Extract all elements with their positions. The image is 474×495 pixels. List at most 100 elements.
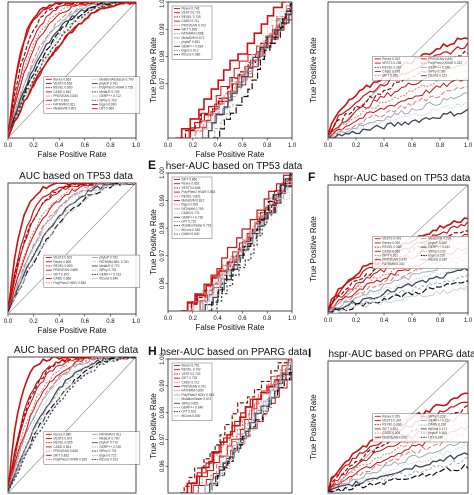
legend-entry: SiPhy 0.232 bbox=[428, 414, 445, 418]
plot-area bbox=[8, 2, 136, 138]
curve-eigen bbox=[209, 2, 292, 138]
legend-entry: phyloP 0.165 bbox=[428, 431, 447, 435]
legend-entry: CADD 0.866 bbox=[53, 277, 71, 281]
y-tick-label: 1.00 bbox=[160, 353, 166, 365]
legend-entry: Eigen 0.690 bbox=[99, 103, 116, 107]
legend-entry: FATHMM 0.302 bbox=[382, 262, 404, 266]
x-tick-label: 0.4 bbox=[380, 318, 389, 324]
curve-lrt bbox=[8, 2, 136, 138]
curve-provean bbox=[190, 2, 292, 138]
curve-provean bbox=[8, 183, 136, 314]
curve-fitcons bbox=[8, 183, 136, 314]
legend-entry: REVEL 0.287 bbox=[382, 65, 401, 69]
legend-entry: SiPhy 0.731 bbox=[99, 449, 116, 453]
legend-entry: MetaSVM 0.812 bbox=[182, 199, 205, 203]
diagonal-reference bbox=[8, 183, 136, 314]
x-tick-label: 0.4 bbox=[55, 319, 64, 325]
legend-entry: DANN 0.640 bbox=[182, 232, 200, 236]
legend-entry: fitCons 0.151 bbox=[428, 74, 447, 78]
panel-letter: F bbox=[308, 170, 315, 184]
legend-entry: fitCons 0.180 bbox=[428, 258, 447, 262]
legend-box bbox=[171, 362, 213, 421]
legend-entry: phyloP 0.761 bbox=[99, 82, 118, 86]
legend-entry: PolyPhen2 HDIV 0.681 bbox=[182, 393, 215, 397]
curve-phylop bbox=[202, 2, 292, 138]
legend-entry: Revex 0.351 bbox=[382, 414, 400, 418]
curve-lrt bbox=[328, 463, 468, 493]
curve-fitcons bbox=[206, 359, 292, 493]
legend-entry: SiPhy 0.700 bbox=[99, 98, 116, 102]
legend-entry: fitCons 0.171 bbox=[428, 427, 447, 431]
y-tick-label: 1.00 bbox=[160, 0, 166, 8]
x-tick-label: 0.8 bbox=[106, 143, 115, 149]
legend-entry: GERP++ 0.221 bbox=[428, 419, 450, 423]
legend-entry: CADD 0.305 bbox=[382, 431, 400, 435]
legend-entry: REVEL 0.725 bbox=[182, 15, 201, 19]
legend-entry: REVEL 0.893 bbox=[53, 264, 72, 268]
x-tick-label: 0.4 bbox=[213, 143, 222, 149]
x-axis-label: False Positive Rate bbox=[38, 150, 107, 159]
legend-entry: LRT 0.622 bbox=[182, 410, 197, 414]
curve-vest3 bbox=[186, 2, 292, 138]
curve-provean bbox=[328, 76, 468, 138]
curve-fitcons bbox=[328, 108, 468, 138]
legend-entry: Eigen 0.801 bbox=[182, 203, 199, 207]
legend-entry: fitCons 0.580 bbox=[182, 53, 201, 57]
x-tick-label: 0.8 bbox=[263, 316, 272, 322]
legend-entry: Revex 0.312 bbox=[382, 57, 400, 61]
x-axis-label: False Positive Rate bbox=[38, 326, 107, 335]
legend-entry: GERP++ 0.640 bbox=[182, 406, 204, 410]
curve-revel bbox=[180, 2, 292, 138]
y-tick-label: 0.97 bbox=[160, 77, 166, 89]
legend-box bbox=[43, 431, 141, 465]
y-axis-label: True Positive Rate bbox=[149, 209, 158, 275]
legend-entry: LRT 0.150 bbox=[428, 435, 443, 439]
legend-entry: Revex 0.392 bbox=[382, 241, 400, 245]
legend-entry: MutationTaster 0.672 bbox=[182, 397, 212, 401]
legend-entry: CADD 0.362 bbox=[382, 249, 400, 253]
legend-entry: FATHMM 0.811 bbox=[53, 103, 75, 107]
legend-entry: SIFT 0.351 bbox=[382, 254, 398, 258]
legend-entry: PROVEAN 0.330 bbox=[382, 258, 407, 262]
legend-entry: CADD 0.276 bbox=[382, 70, 400, 74]
curve-gerp- bbox=[328, 439, 468, 493]
legend-box bbox=[43, 254, 141, 288]
plot-area bbox=[180, 173, 292, 311]
y-tick-label: 0.99 bbox=[160, 379, 166, 391]
curve-vest3 bbox=[179, 359, 292, 493]
legend-box bbox=[171, 176, 213, 239]
legend-entry: SiPhy 0.180 bbox=[428, 70, 445, 74]
x-tick-label: 0.6 bbox=[81, 143, 90, 149]
legend-entry: MutationAssessor 0.790 bbox=[99, 77, 133, 81]
legend-entry: LRT 0.731 bbox=[182, 220, 197, 224]
curve-eigen bbox=[192, 173, 292, 311]
curve-cadd bbox=[190, 359, 292, 493]
legend-entry: SiPhy 0.751 bbox=[99, 268, 116, 272]
curve-gerp- bbox=[8, 357, 136, 493]
legend-entry: PROVEAN 0.845 bbox=[53, 449, 78, 453]
curve-gerp- bbox=[328, 267, 468, 313]
legend-entry: REVEL 0.850 bbox=[53, 86, 72, 90]
x-tick-label: 0.4 bbox=[55, 143, 64, 149]
x-tick-label: 0.6 bbox=[408, 318, 417, 324]
legend-entry: fitCons 0.600 bbox=[182, 414, 201, 418]
legend-entry: VEST3 0.733 bbox=[182, 372, 201, 376]
legend-entry: PROVEAN 0.241 bbox=[428, 57, 453, 61]
y-axis-label: True Positive Rate bbox=[309, 216, 318, 282]
legend-entry: GERP++ 0.745 bbox=[99, 445, 121, 449]
diagonal-reference bbox=[8, 2, 136, 138]
legend-entry: CADD 0.712 bbox=[182, 380, 200, 384]
panel-title: AUC based on TP53 data bbox=[19, 171, 133, 182]
legend-entry: MetaLR 0.745 bbox=[99, 90, 119, 94]
curve-gerp- bbox=[328, 92, 468, 138]
legend-entry: Revex 0.899 bbox=[53, 260, 71, 264]
curve-revel bbox=[187, 173, 292, 311]
legend-entry: PROVEAN 0.702 bbox=[182, 23, 207, 27]
panel-letter: I bbox=[308, 346, 311, 360]
y-tick-label: 0.96 bbox=[160, 277, 166, 289]
legend-entry: SIFT 0.860 bbox=[182, 178, 198, 182]
x-tick-label: 0.4 bbox=[213, 316, 222, 322]
